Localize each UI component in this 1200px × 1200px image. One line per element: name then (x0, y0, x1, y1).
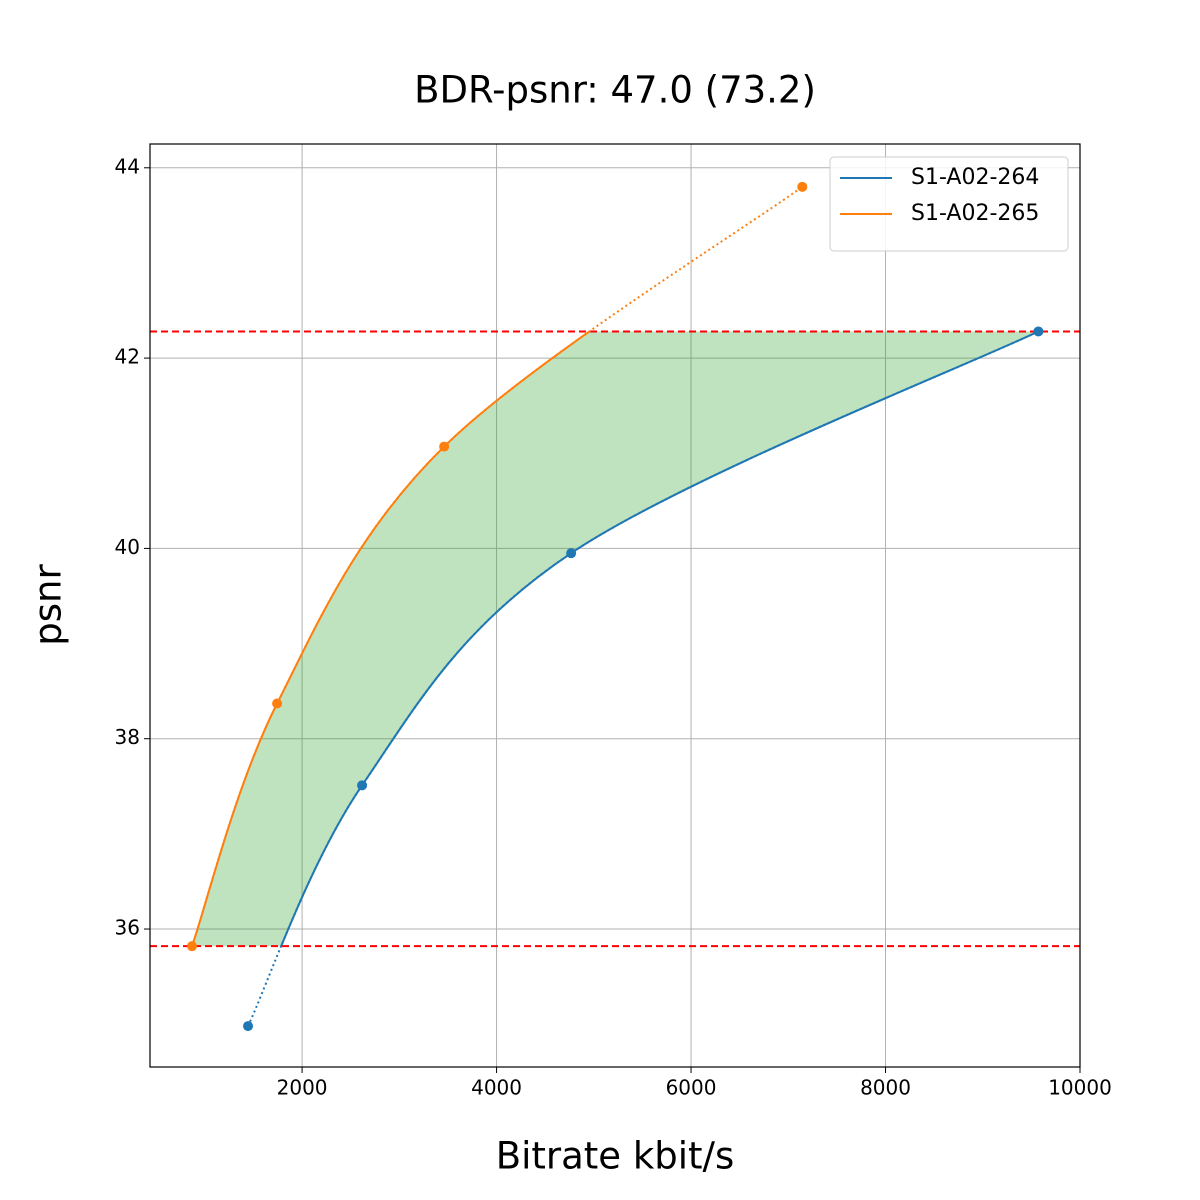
y-tick-label: 38 (115, 725, 140, 749)
data-point (272, 698, 283, 709)
series-line (191, 331, 592, 947)
y-tick-label: 42 (115, 345, 140, 369)
legend-label: S1-A02-264 (911, 165, 1039, 190)
y-axis-label: psnr (27, 564, 70, 646)
x-tick-label: 10000 (1048, 1076, 1112, 1100)
series-line (280, 331, 1039, 947)
data-point (439, 441, 450, 452)
x-tick-label: 4000 (471, 1076, 522, 1100)
chart-title: BDR-psnr: 47.0 (73.2) (414, 69, 816, 112)
data-point (797, 181, 808, 192)
plot-frame (149, 143, 1081, 1068)
x-tick-label: 2000 (277, 1076, 328, 1100)
data-point (357, 780, 368, 791)
y-tick-label: 40 (115, 535, 140, 559)
y-tick-label: 36 (115, 916, 140, 940)
x-tick-label: 6000 (666, 1076, 717, 1100)
x-axis-label: Bitrate kbit/s (496, 1135, 735, 1178)
legend-label: S1-A02-265 (911, 201, 1039, 226)
data-point (243, 1021, 254, 1032)
legend-box (829, 156, 1069, 252)
bd-area (192, 331, 1039, 947)
data-point (187, 941, 198, 952)
y-tick-label: 44 (115, 154, 140, 178)
x-tick-label: 8000 (860, 1076, 911, 1100)
data-point (1033, 326, 1044, 337)
data-point (566, 548, 577, 559)
